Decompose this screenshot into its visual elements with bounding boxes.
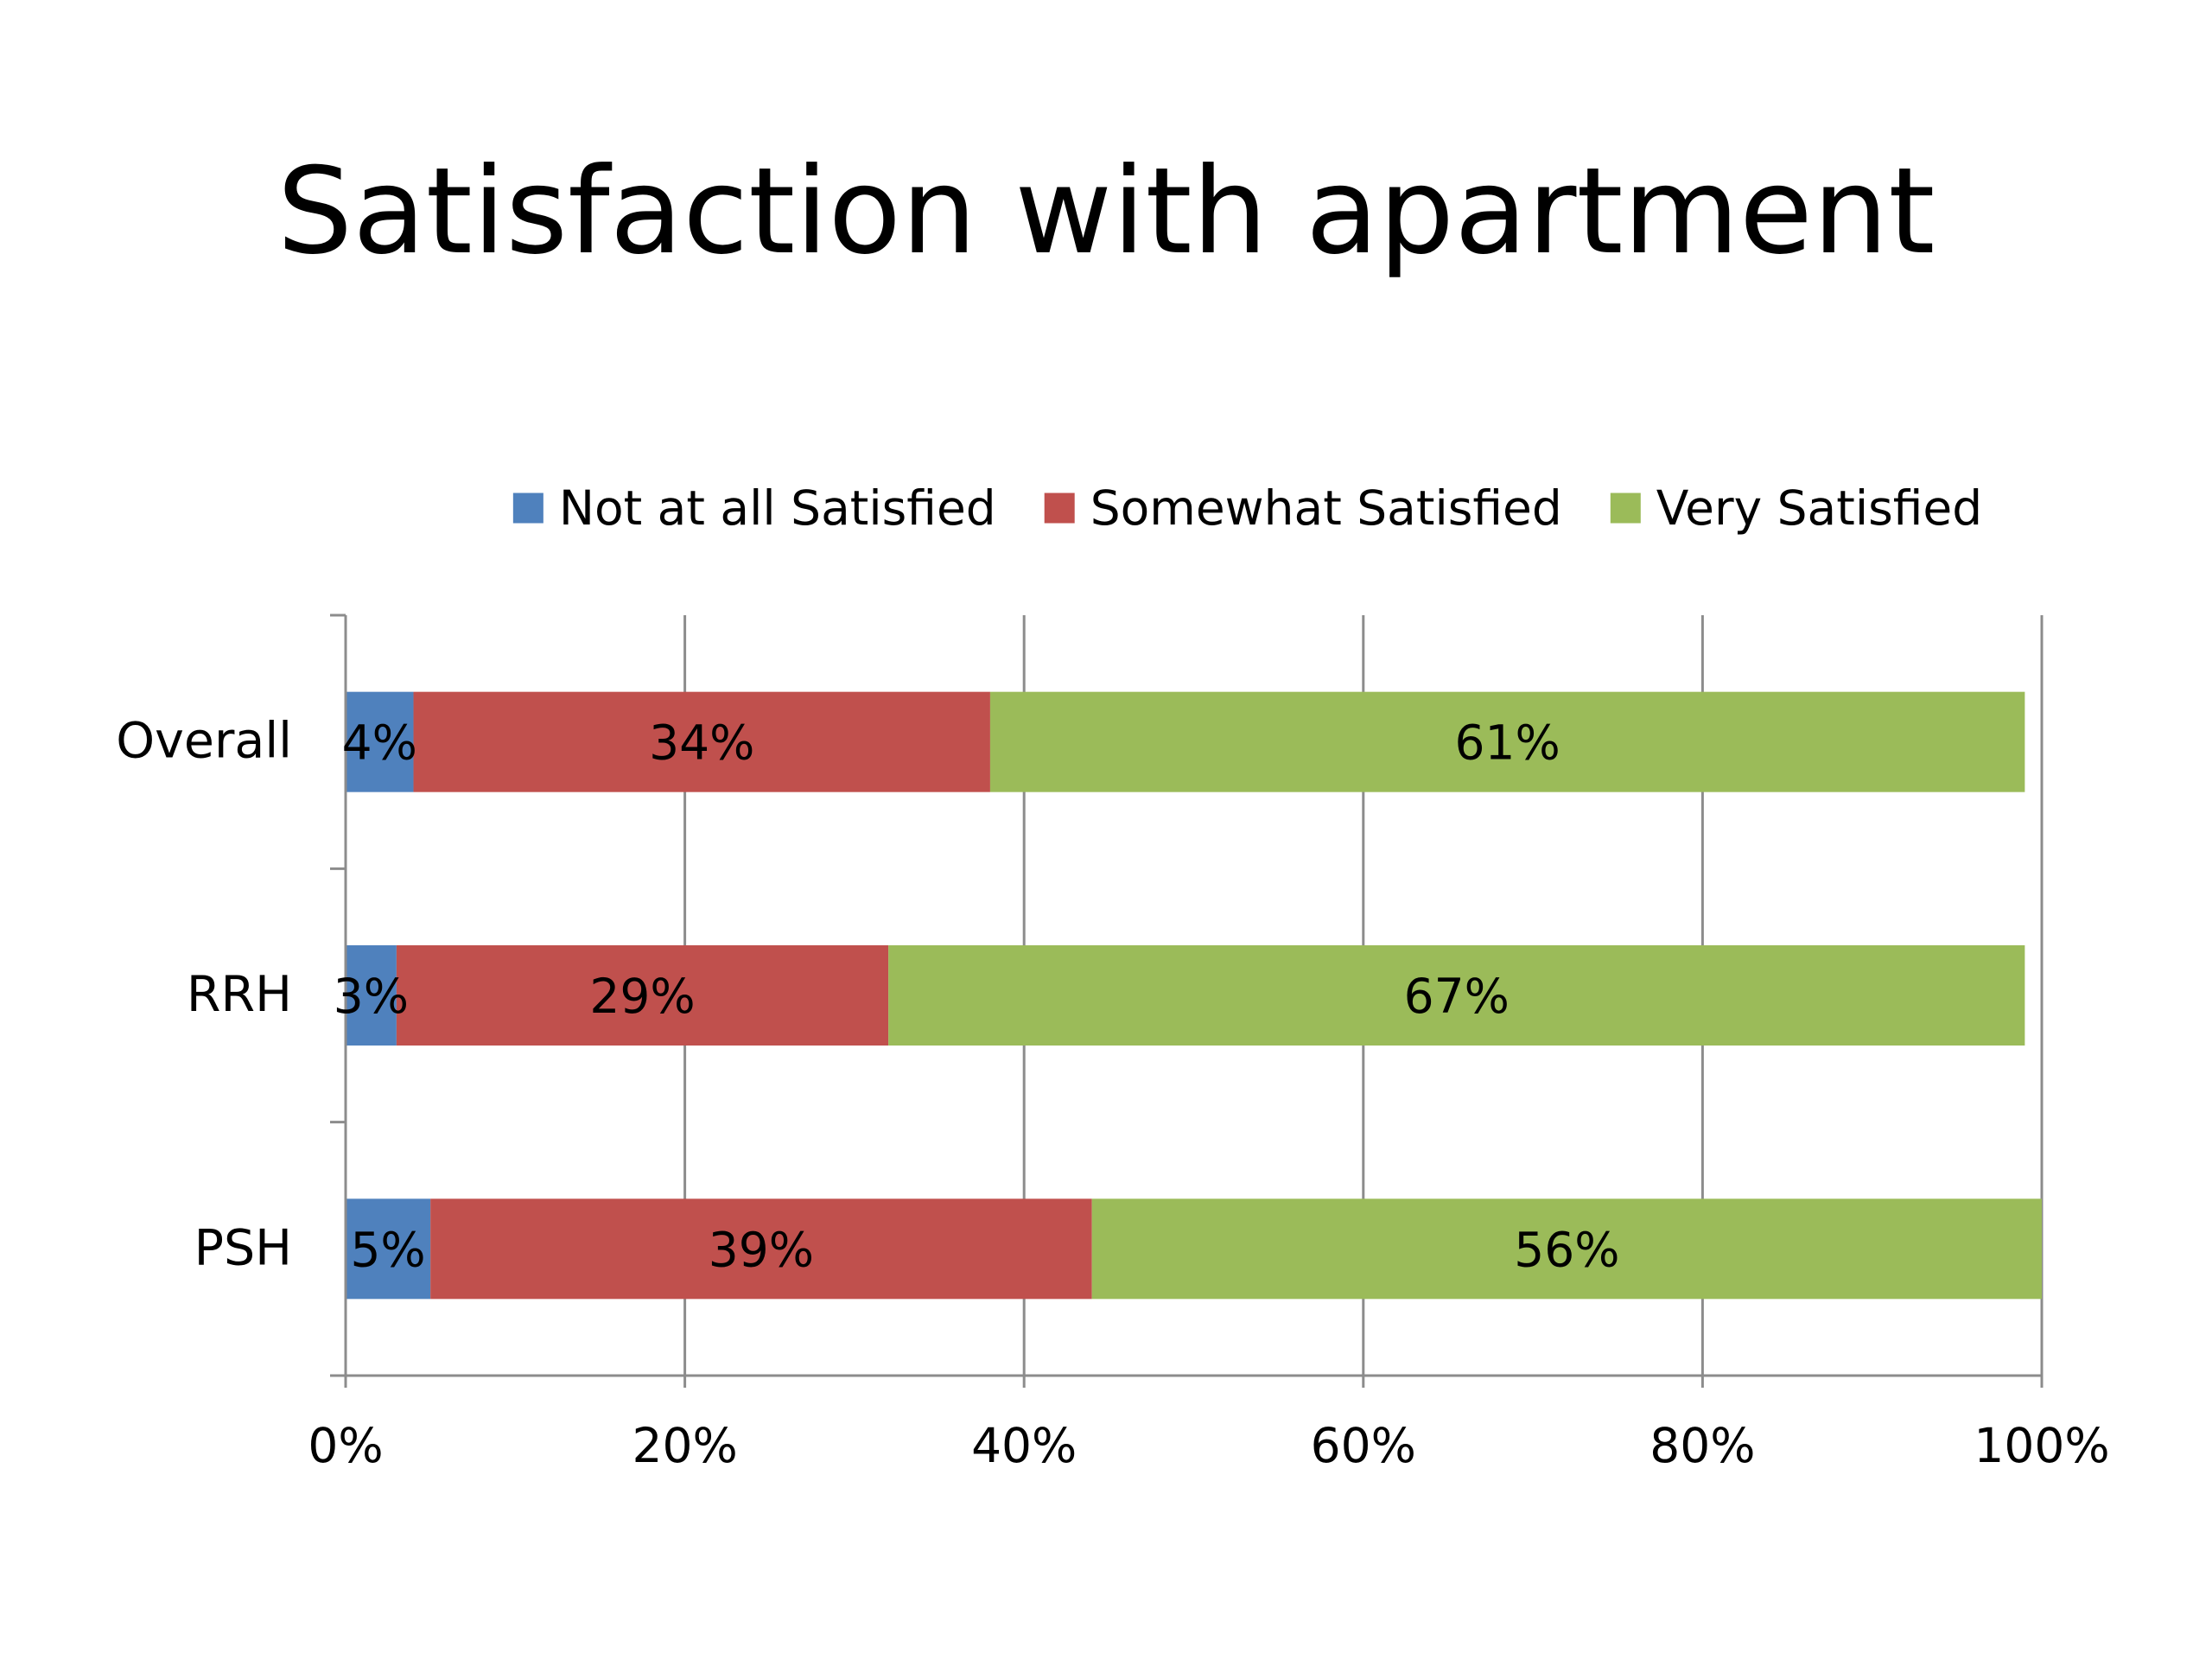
data-label: 34% xyxy=(649,715,754,771)
legend: Not at all Satisfied Somewhat Satisfied Ve… xyxy=(512,480,1982,536)
bar-segment xyxy=(346,945,397,1046)
category-label: RRH xyxy=(187,966,292,1023)
data-label: 39% xyxy=(709,1222,814,1277)
data-label: 29% xyxy=(589,969,695,1024)
x-tick-label: 60% xyxy=(1311,1418,1416,1473)
data-label: 3% xyxy=(334,969,409,1024)
x-tick-label: 20% xyxy=(632,1418,737,1473)
category-labels: Overall RRH PSH xyxy=(116,713,292,1277)
legend-label: Somewhat Satisfied xyxy=(1090,480,1562,536)
category-label: Overall xyxy=(116,713,292,770)
bar-segment xyxy=(989,691,2025,792)
legend-label: Not at all Satisfied xyxy=(559,480,996,536)
x-tick-label: 100% xyxy=(1974,1418,2109,1473)
bar-segment xyxy=(430,1198,1092,1300)
legend-swatch xyxy=(1044,493,1075,524)
x-tick-labels: 0% 20% 40% 60% 80% 100% xyxy=(308,1418,2109,1473)
legend-item: Very Satisfied xyxy=(1610,480,1982,536)
data-label: 61% xyxy=(1455,715,1560,771)
category-label: PSH xyxy=(194,1219,292,1276)
bars xyxy=(346,691,2042,1300)
axes xyxy=(330,613,2044,1388)
legend-item: Somewhat Satisfied xyxy=(1044,480,1562,536)
data-label: 56% xyxy=(1514,1222,1619,1277)
chart-title: Satisfaction with apartment xyxy=(277,142,1936,281)
bar-segment xyxy=(346,1198,431,1300)
bar-segment xyxy=(888,945,2025,1046)
legend-swatch xyxy=(1610,493,1641,524)
data-label: 4% xyxy=(342,715,417,771)
legend-label: Very Satisfied xyxy=(1656,480,1982,536)
x-tick-label: 0% xyxy=(308,1418,383,1473)
legend-swatch xyxy=(512,493,543,524)
data-labels: 4% 34% 61% 3% 29% 67% 5% 39% 56% xyxy=(334,715,1620,1278)
data-label: 67% xyxy=(1404,969,1510,1024)
bar-segment xyxy=(413,691,990,792)
data-label: 5% xyxy=(350,1222,425,1277)
x-tick-label: 40% xyxy=(971,1418,1077,1473)
bar-segment xyxy=(396,945,889,1046)
x-tick-label: 80% xyxy=(1649,1418,1755,1473)
bar-segment xyxy=(346,691,414,792)
bar-segment xyxy=(1091,1198,2042,1300)
legend-item: Not at all Satisfied xyxy=(512,480,996,536)
